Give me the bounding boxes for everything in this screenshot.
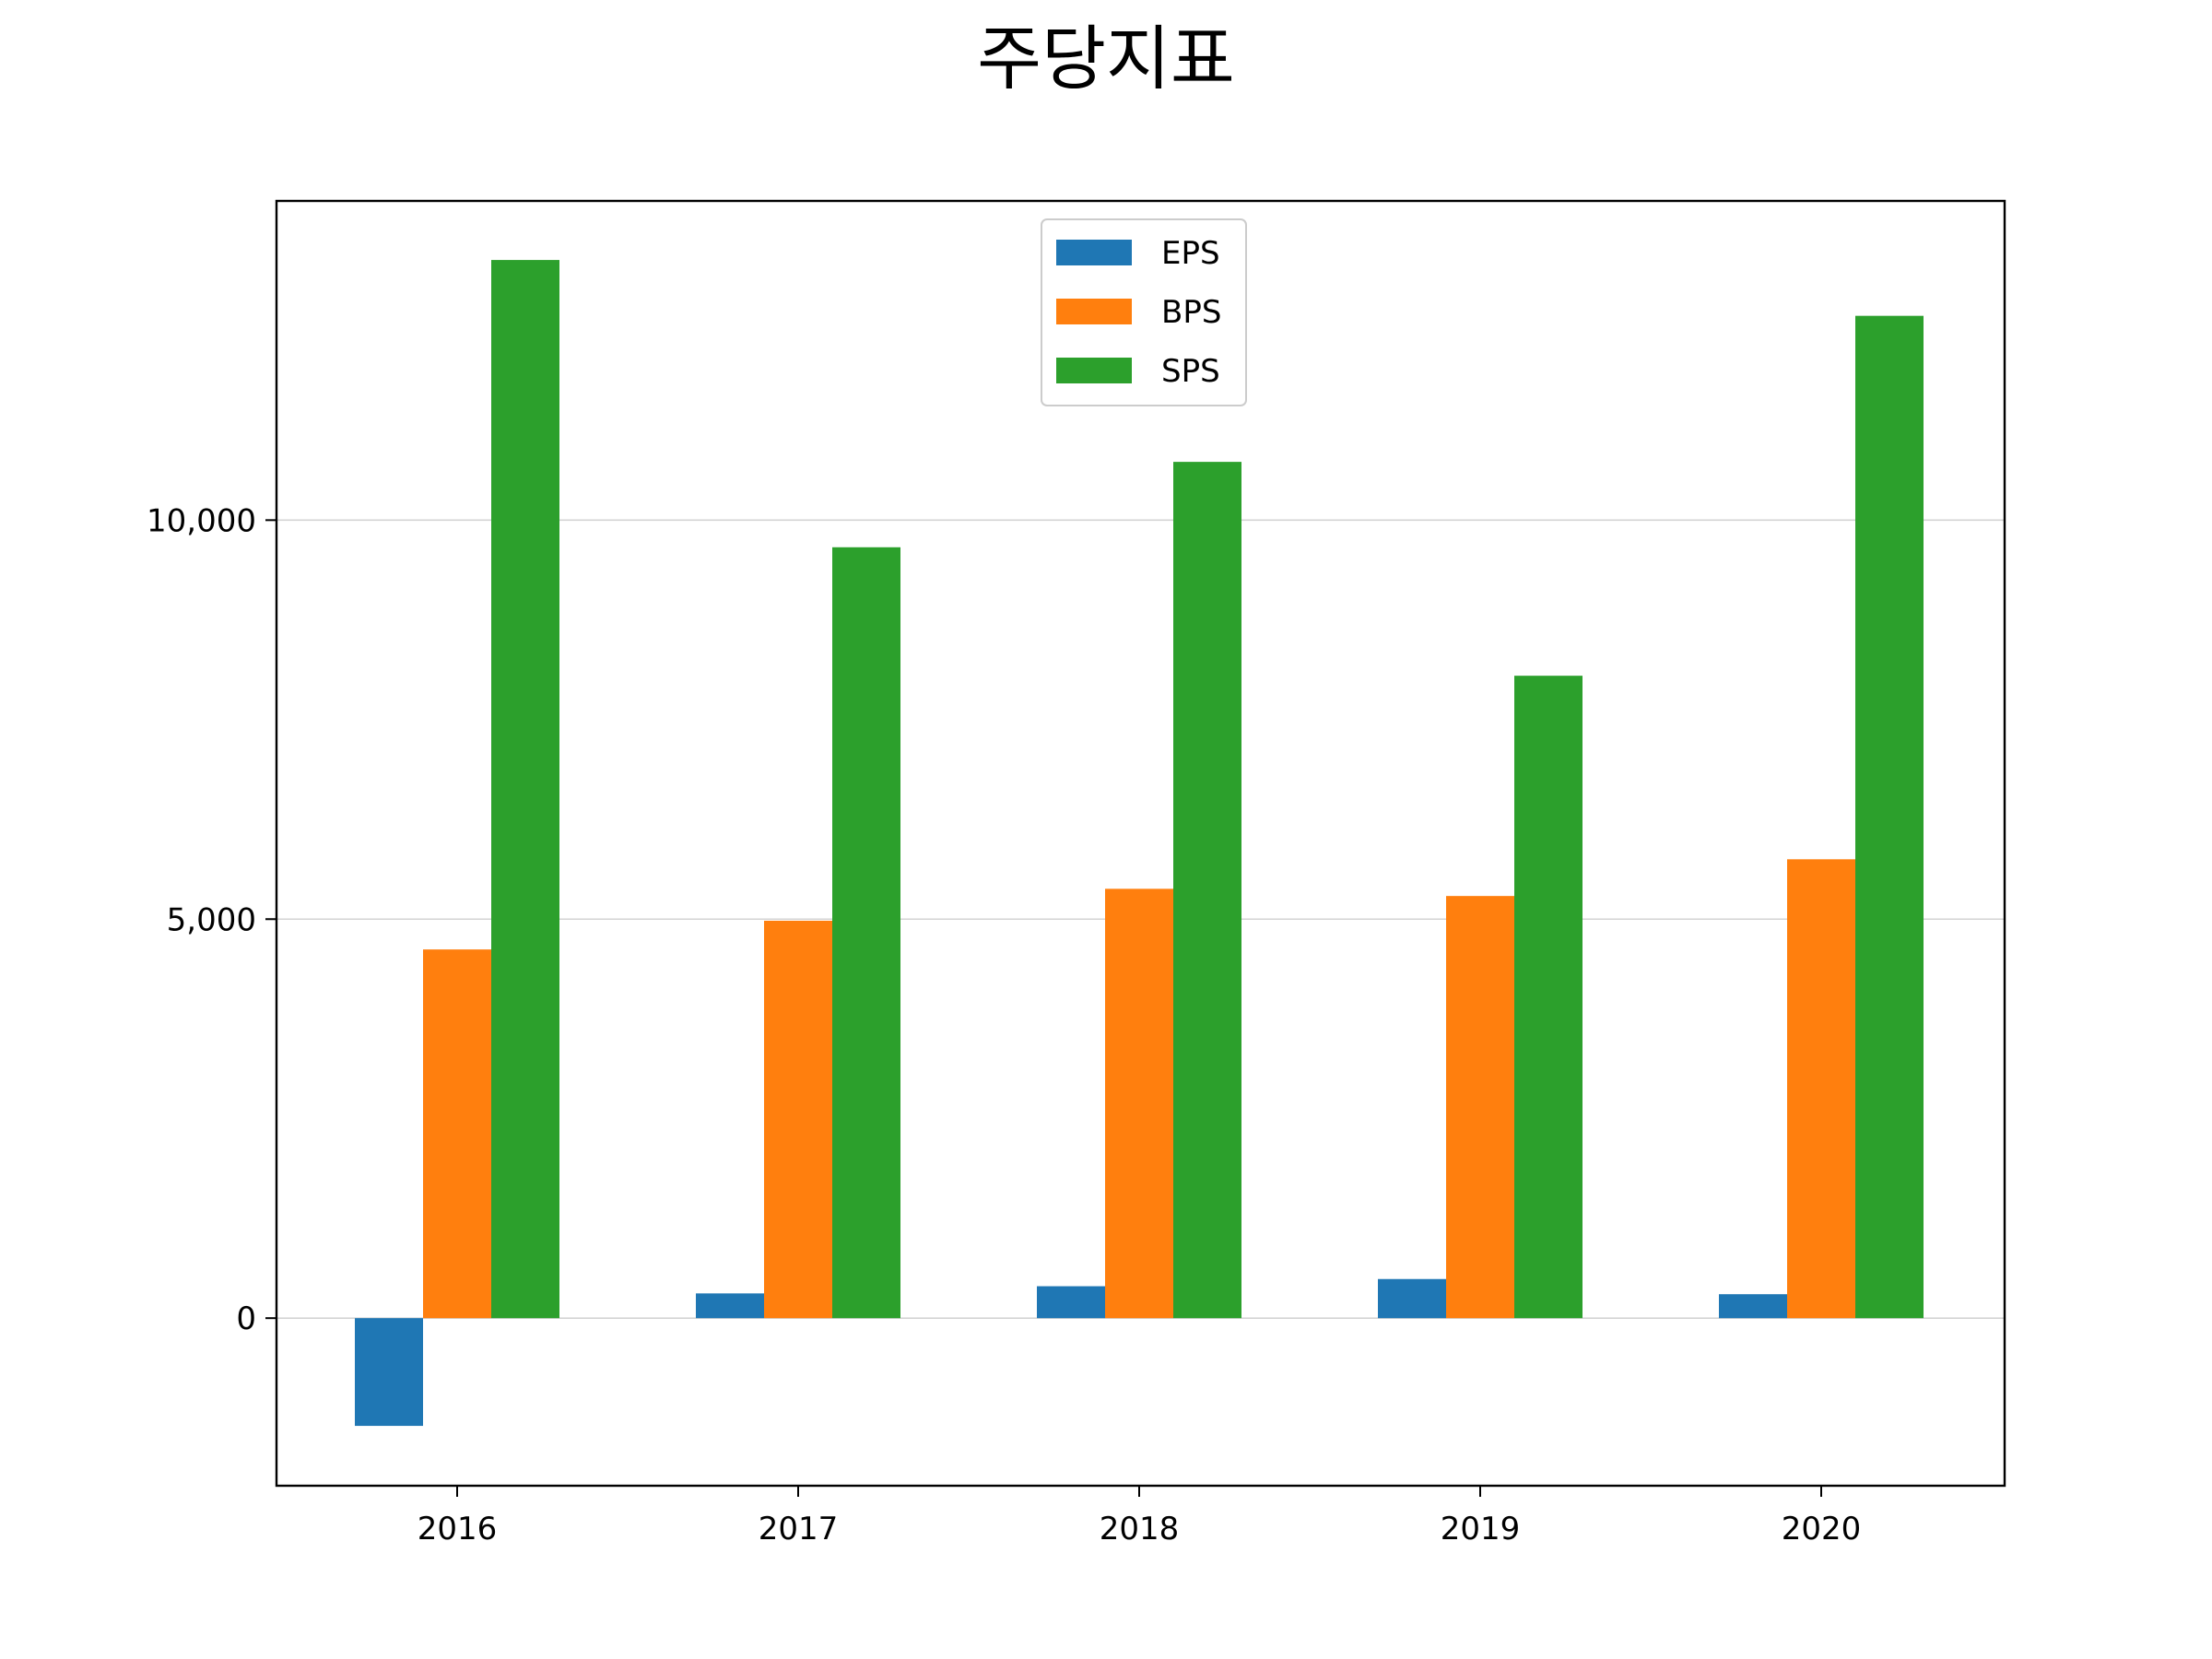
x-tick-label: 2016 (418, 1511, 498, 1547)
x-tick-label: 2019 (1441, 1511, 1521, 1547)
bar-bps-2016 (423, 949, 491, 1319)
x-tick-label: 2018 (1100, 1511, 1180, 1547)
bar-sps-2016 (491, 260, 559, 1319)
legend-swatch-eps (1056, 240, 1132, 265)
bar-eps-2019 (1378, 1278, 1446, 1319)
bar-sps-2017 (832, 547, 900, 1319)
bars (355, 260, 1924, 1427)
legend-label-eps: EPS (1161, 235, 1220, 272)
legend-label-bps: BPS (1161, 294, 1221, 331)
x-tick-label: 2020 (1782, 1511, 1862, 1547)
bar-bps-2018 (1105, 888, 1173, 1319)
bar-eps-2018 (1037, 1286, 1105, 1319)
bar-sps-2020 (1855, 315, 1924, 1319)
y-tick-label: 0 (236, 1300, 256, 1337)
bar-sps-2019 (1514, 676, 1583, 1319)
y-tick-label: 10,000 (147, 502, 256, 539)
bar-eps-2017 (696, 1293, 764, 1319)
legend: EPS BPS SPS (1041, 218, 1247, 406)
plot-frame (275, 199, 2006, 1488)
x-tick-label: 2017 (759, 1511, 839, 1547)
bar-bps-2019 (1446, 896, 1514, 1319)
chart-title: 주당지표 (977, 18, 1235, 100)
axes: 0 5,000 10,000 2016 2017 2018 2019 2020 (147, 199, 2006, 1547)
bar-eps-2016 (355, 1318, 423, 1427)
bar-sps-2018 (1173, 462, 1241, 1319)
bar-bps-2020 (1787, 859, 1855, 1319)
legend-swatch-sps (1056, 358, 1132, 383)
bar-eps-2020 (1719, 1294, 1787, 1319)
legend-swatch-bps (1056, 299, 1132, 324)
y-tick-label: 5,000 (167, 901, 256, 938)
bar-bps-2017 (764, 920, 832, 1319)
legend-label-sps: SPS (1161, 353, 1220, 390)
